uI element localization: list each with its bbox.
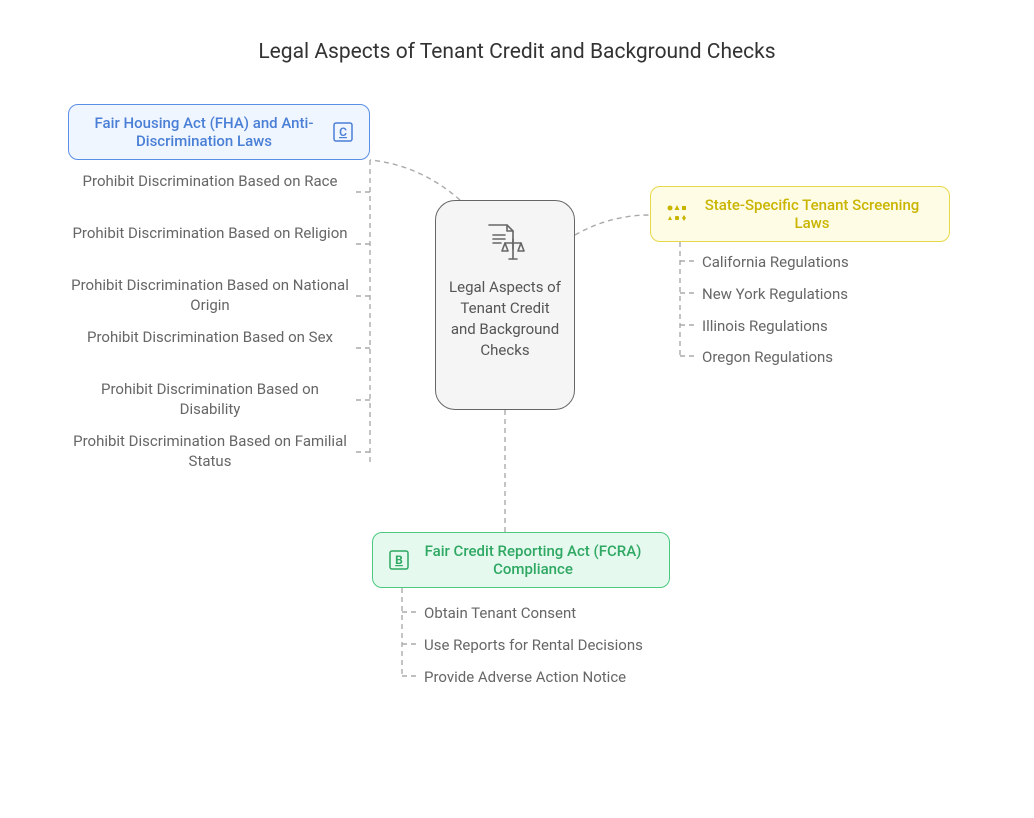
copyright-icon: C (331, 120, 355, 144)
center-label: Legal Aspects of Tenant Credit and Backg… (448, 277, 562, 361)
center-node: Legal Aspects of Tenant Credit and Backg… (435, 200, 575, 410)
page-title: Legal Aspects of Tenant Credit and Backg… (0, 40, 1034, 64)
fha-item: Prohibit Discrimination Based on Nationa… (70, 276, 350, 315)
state-label: State-Specific Tenant Screening Laws (689, 196, 935, 232)
state-item: Oregon Regulations (702, 348, 833, 368)
fha-item: Prohibit Discrimination Based on Race (70, 172, 350, 192)
state-item: California Regulations (702, 253, 849, 273)
state-item: New York Regulations (702, 285, 848, 305)
fha-label: Fair Housing Act (FHA) and Anti-Discrimi… (83, 114, 331, 150)
fcra-item: Obtain Tenant Consent (424, 604, 576, 624)
fcra-label: Fair Credit Reporting Act (FCRA) Complia… (411, 542, 655, 578)
legal-document-icon (481, 219, 529, 267)
svg-text:B: B (395, 553, 403, 567)
fha-item: Prohibit Discrimination Based on Familia… (70, 432, 350, 471)
bold-icon: B (387, 548, 411, 572)
svg-text:C: C (339, 125, 347, 139)
state-item: Illinois Regulations (702, 317, 828, 337)
fcra-item: Provide Adverse Action Notice (424, 668, 626, 688)
fha-item: Prohibit Discrimination Based on Religio… (70, 224, 350, 244)
fcra-item: Use Reports for Rental Decisions (424, 636, 643, 656)
shapes-icon (665, 202, 689, 226)
fha-item: Prohibit Discrimination Based on Sex (70, 328, 350, 348)
fha-branch: Fair Housing Act (FHA) and Anti-Discrimi… (68, 104, 370, 160)
state-branch: State-Specific Tenant Screening Laws (650, 186, 950, 242)
fcra-branch: B Fair Credit Reporting Act (FCRA) Compl… (372, 532, 670, 588)
fha-item: Prohibit Discrimination Based on Disabil… (70, 380, 350, 419)
